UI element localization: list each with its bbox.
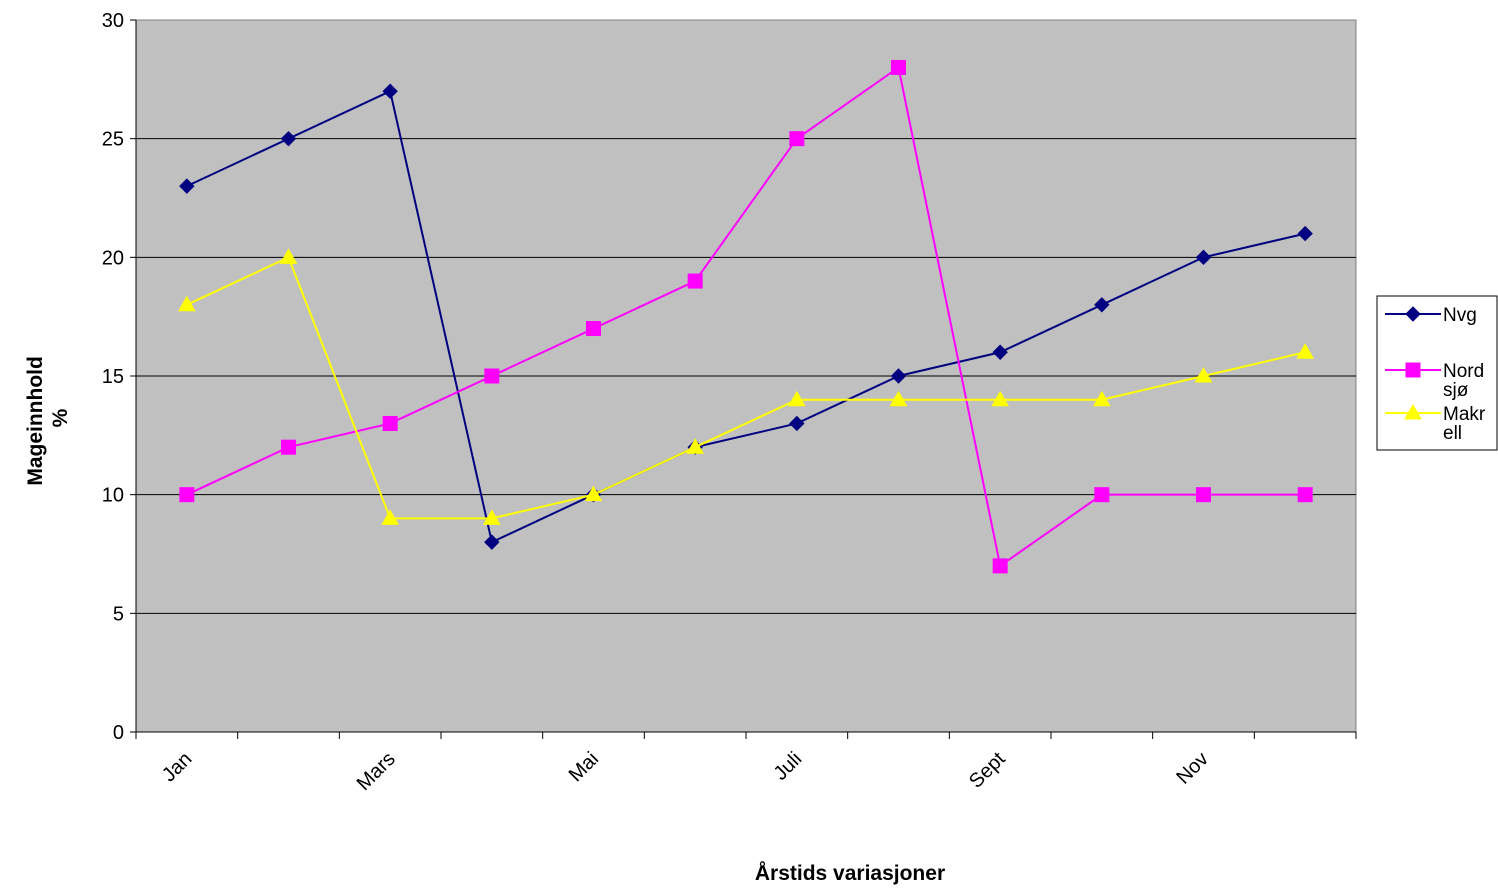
- data-point: [482, 509, 501, 525]
- x-tick-label: Mars: [353, 748, 400, 795]
- data-point: [1094, 297, 1110, 313]
- data-point: [281, 439, 296, 455]
- data-point: [382, 83, 398, 99]
- x-axis-title: Årstids variasjoner: [755, 861, 945, 885]
- y-tick-label: 15: [102, 366, 124, 388]
- data-point: [787, 390, 806, 407]
- y-tick-label: 25: [102, 129, 124, 151]
- series-layer: [177, 59, 1315, 574]
- x-tick-label: Juli: [770, 748, 807, 785]
- data-point: [381, 509, 400, 525]
- x-tick-label: Jan: [158, 748, 196, 786]
- data-point: [1297, 225, 1313, 242]
- data-point: [484, 534, 500, 550]
- legend-label: Nvg: [1443, 305, 1477, 326]
- data-point: [687, 273, 703, 289]
- data-point: [484, 368, 500, 384]
- data-point: [890, 368, 907, 384]
- x-tick-label: Mai: [565, 748, 603, 786]
- y-tick-label: 30: [102, 10, 124, 32]
- legend-label-line: Nord: [1443, 361, 1484, 382]
- series-line: [186, 65, 1306, 568]
- data-point: [992, 344, 1008, 360]
- legend-box: [1376, 295, 1498, 451]
- legend-entry: Nord sjø: [1385, 361, 1484, 401]
- y-tick-label: 0: [113, 722, 124, 744]
- y-axis-title-line-1: Mageinnhold: [24, 356, 47, 486]
- legend-label: Makr ell: [1443, 404, 1486, 444]
- data-point: [891, 59, 906, 75]
- series-line: [186, 255, 1306, 520]
- data-point: [280, 130, 297, 147]
- series-makrell: [177, 248, 1315, 525]
- legend-marker: [1404, 403, 1422, 420]
- legend-label: Nord sjø: [1443, 361, 1484, 401]
- x-axis: Jan Mars Mai Juli Sept Nov: [135, 731, 1357, 795]
- series-line: [186, 89, 1306, 544]
- data-point: [1195, 249, 1212, 266]
- y-axis: 0 5 10 15 20 25 30: [102, 10, 137, 744]
- data-point: [382, 415, 398, 431]
- data-point: [1092, 390, 1111, 407]
- data-point: [584, 485, 603, 502]
- data-point: [586, 321, 601, 337]
- y-tick-label: 20: [102, 247, 124, 269]
- data-point: [179, 178, 195, 194]
- data-point: [789, 415, 805, 432]
- legend-label-line: Makr: [1443, 404, 1486, 425]
- data-point: [789, 131, 805, 147]
- legend-marker: [1405, 362, 1421, 378]
- legend-label-line: ell: [1443, 423, 1462, 444]
- x-tick-label: Sept: [965, 748, 1010, 793]
- y-axis-title-line-2: %: [49, 408, 72, 427]
- data-point: [991, 390, 1010, 407]
- data-point: [279, 248, 298, 264]
- data-point: [992, 558, 1008, 574]
- data-point: [1094, 487, 1110, 503]
- data-point: [889, 390, 908, 407]
- data-point: [179, 487, 195, 503]
- data-point: [177, 295, 196, 312]
- y-axis-title: Mageinnhold %: [24, 350, 72, 485]
- data-point: [1194, 366, 1213, 383]
- data-point: [1196, 487, 1211, 503]
- legend-label-line: sjø: [1443, 380, 1469, 401]
- data-point: [1296, 343, 1315, 359]
- legend-marker: [1405, 306, 1421, 322]
- y-tick-label: 5: [113, 603, 124, 625]
- data-point: [686, 438, 705, 454]
- x-tick-label: Nov: [1172, 748, 1213, 789]
- legend-entry: Nvg: [1385, 305, 1477, 326]
- y-tick-label: 10: [102, 485, 124, 507]
- series-nord-sjø: [179, 59, 1313, 574]
- legend-label-line: Nvg: [1443, 305, 1477, 326]
- data-point: [1297, 487, 1313, 503]
- legend-entry: Makr ell: [1385, 403, 1486, 444]
